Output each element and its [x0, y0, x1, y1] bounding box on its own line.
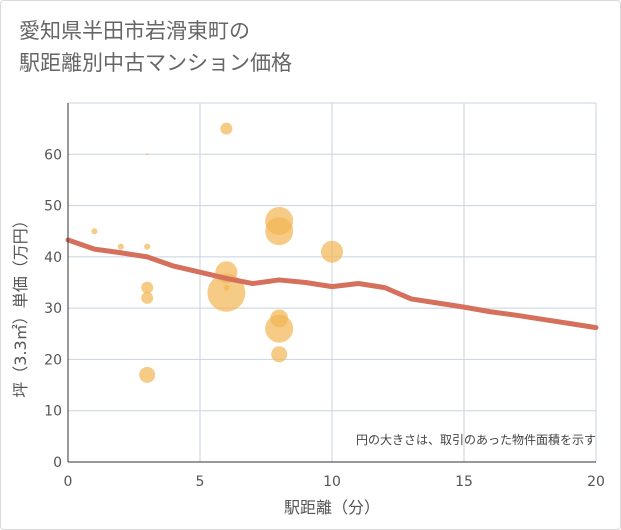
x-axis-label: 駅距離（分） — [284, 498, 380, 517]
chart-title-line2: 駅距離別中古マンション価格 — [19, 51, 292, 75]
bubble-point — [223, 284, 230, 291]
bubble-point — [220, 122, 233, 135]
chart-title: 愛知県半田市岩滑東町の 駅距離別中古マンション価格 — [19, 15, 292, 79]
y-tick-label: 50 — [44, 199, 62, 215]
bubble-layer — [91, 122, 343, 383]
tick-layer: 0 5 10 15 20 0 10 20 30 40 50 60 — [44, 147, 605, 490]
x-tick-label: 10 — [323, 474, 341, 490]
bubble-point — [144, 243, 151, 250]
x-tick-label: 20 — [587, 474, 605, 490]
x-tick-label: 15 — [455, 474, 473, 490]
trend-line — [65, 237, 599, 331]
axis-layer — [67, 103, 596, 463]
y-tick-label: 0 — [53, 455, 62, 471]
y-tick-label: 10 — [44, 404, 62, 420]
trend-layer — [65, 237, 599, 331]
y-tick-label: 60 — [44, 147, 62, 163]
y-tick-label: 20 — [44, 352, 62, 368]
y-axis-label: 坪（3.3㎡）単価（万円） — [11, 212, 30, 397]
y-tick-label: 30 — [44, 301, 62, 317]
bubble-point — [146, 153, 149, 156]
y-tick-label: 40 — [44, 250, 62, 266]
chart-title-line1: 愛知県半田市岩滑東町の — [19, 19, 250, 43]
bubble-size-note: 円の大きさは、取引のあった物件面積を示す — [356, 432, 596, 447]
bubble-point — [139, 366, 156, 383]
bubble-point — [141, 291, 154, 304]
bubble-point — [265, 217, 294, 246]
bubble-point — [207, 273, 246, 312]
bubble-point — [117, 243, 124, 250]
x-tick-label: 5 — [196, 474, 205, 490]
bubble-point — [91, 228, 98, 235]
bubble-point — [321, 240, 343, 263]
bubble-point — [141, 281, 154, 294]
bubble-point — [265, 314, 294, 343]
x-tick-label: 0 — [64, 474, 73, 490]
bubble-point — [271, 346, 288, 363]
